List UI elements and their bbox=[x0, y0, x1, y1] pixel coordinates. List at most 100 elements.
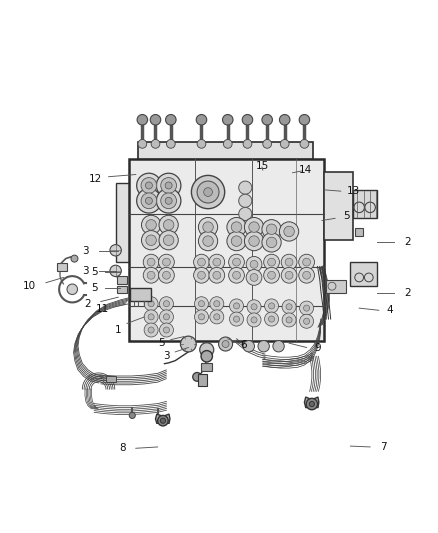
Circle shape bbox=[193, 373, 201, 381]
Circle shape bbox=[227, 217, 246, 237]
Circle shape bbox=[194, 297, 208, 311]
Circle shape bbox=[148, 301, 154, 307]
Circle shape bbox=[200, 343, 214, 357]
Circle shape bbox=[137, 189, 161, 213]
Text: 15: 15 bbox=[256, 161, 269, 171]
Circle shape bbox=[159, 215, 178, 235]
Circle shape bbox=[198, 301, 205, 307]
Text: 1: 1 bbox=[115, 325, 122, 335]
Circle shape bbox=[304, 305, 310, 311]
Circle shape bbox=[165, 197, 172, 204]
Circle shape bbox=[282, 313, 296, 327]
Circle shape bbox=[306, 398, 318, 410]
Circle shape bbox=[300, 301, 314, 315]
Bar bbox=[57, 263, 67, 271]
Circle shape bbox=[143, 254, 159, 270]
Circle shape bbox=[163, 220, 174, 230]
Circle shape bbox=[204, 188, 212, 197]
Circle shape bbox=[268, 271, 276, 279]
Circle shape bbox=[197, 181, 219, 203]
Circle shape bbox=[198, 271, 205, 279]
Circle shape bbox=[214, 314, 220, 320]
Circle shape bbox=[300, 314, 314, 328]
Bar bbox=[116, 183, 134, 262]
Circle shape bbox=[250, 260, 258, 268]
Circle shape bbox=[197, 140, 206, 148]
Text: 3: 3 bbox=[82, 266, 89, 276]
Circle shape bbox=[233, 316, 240, 322]
Circle shape bbox=[266, 224, 277, 235]
Circle shape bbox=[299, 268, 314, 283]
Text: 5: 5 bbox=[91, 266, 98, 277]
Circle shape bbox=[159, 254, 174, 270]
Circle shape bbox=[71, 255, 78, 262]
Circle shape bbox=[147, 271, 155, 279]
Circle shape bbox=[251, 317, 257, 323]
Bar bbox=[138, 142, 313, 159]
Circle shape bbox=[233, 258, 240, 266]
Circle shape bbox=[281, 268, 297, 283]
Circle shape bbox=[141, 231, 161, 250]
Circle shape bbox=[299, 115, 310, 125]
Circle shape bbox=[242, 115, 253, 125]
Circle shape bbox=[227, 231, 246, 251]
Circle shape bbox=[231, 236, 242, 246]
Circle shape bbox=[137, 115, 148, 125]
Circle shape bbox=[147, 258, 155, 266]
Circle shape bbox=[159, 268, 174, 283]
Circle shape bbox=[194, 268, 209, 283]
Circle shape bbox=[148, 314, 154, 320]
Circle shape bbox=[158, 415, 168, 426]
Circle shape bbox=[285, 258, 293, 266]
Circle shape bbox=[264, 268, 279, 283]
Circle shape bbox=[138, 140, 147, 148]
Bar bbox=[198, 374, 207, 386]
Circle shape bbox=[262, 220, 281, 239]
Circle shape bbox=[160, 418, 166, 423]
Circle shape bbox=[150, 115, 161, 125]
Circle shape bbox=[249, 222, 259, 232]
Text: 9: 9 bbox=[314, 343, 321, 352]
Circle shape bbox=[165, 182, 172, 189]
Circle shape bbox=[258, 341, 269, 352]
Circle shape bbox=[286, 304, 292, 310]
Circle shape bbox=[201, 351, 212, 362]
Text: 12: 12 bbox=[89, 174, 102, 184]
Circle shape bbox=[129, 413, 135, 418]
Circle shape bbox=[110, 265, 121, 277]
Circle shape bbox=[145, 197, 152, 204]
Circle shape bbox=[141, 177, 157, 193]
Bar bbox=[326, 280, 346, 293]
Circle shape bbox=[231, 222, 242, 232]
Circle shape bbox=[166, 115, 176, 125]
Circle shape bbox=[143, 268, 159, 283]
Circle shape bbox=[223, 115, 233, 125]
Circle shape bbox=[203, 222, 213, 232]
Circle shape bbox=[156, 189, 181, 213]
Text: 5: 5 bbox=[91, 282, 98, 293]
Circle shape bbox=[282, 300, 296, 314]
Circle shape bbox=[191, 175, 225, 209]
Circle shape bbox=[159, 323, 173, 337]
Text: 10: 10 bbox=[23, 281, 36, 291]
Text: 4: 4 bbox=[386, 305, 393, 316]
Circle shape bbox=[159, 297, 173, 311]
Circle shape bbox=[281, 254, 297, 270]
Circle shape bbox=[249, 236, 259, 246]
Bar bbox=[106, 376, 116, 382]
Text: 5: 5 bbox=[158, 338, 165, 348]
Circle shape bbox=[303, 258, 311, 266]
Circle shape bbox=[203, 236, 213, 246]
Circle shape bbox=[309, 401, 314, 407]
Circle shape bbox=[198, 258, 205, 266]
Circle shape bbox=[213, 258, 221, 266]
Circle shape bbox=[159, 310, 173, 324]
Polygon shape bbox=[155, 414, 170, 423]
Circle shape bbox=[266, 237, 277, 248]
Circle shape bbox=[166, 140, 175, 148]
Circle shape bbox=[268, 258, 276, 266]
Circle shape bbox=[162, 258, 170, 266]
Circle shape bbox=[284, 226, 294, 237]
Circle shape bbox=[110, 245, 121, 256]
Circle shape bbox=[279, 222, 299, 241]
